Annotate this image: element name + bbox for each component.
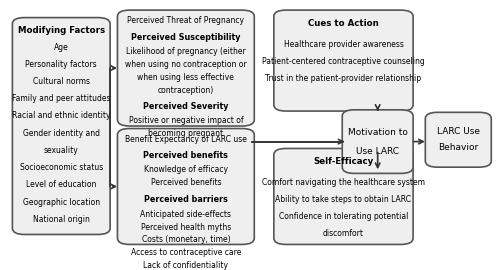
Text: discomfort: discomfort xyxy=(323,229,364,238)
Text: Gender identity and: Gender identity and xyxy=(23,129,100,138)
Text: Cues to Action: Cues to Action xyxy=(308,19,379,28)
Text: Perceived health myths: Perceived health myths xyxy=(140,222,231,231)
Text: Personality factors: Personality factors xyxy=(26,60,97,69)
Text: Positive or negative impact of: Positive or negative impact of xyxy=(128,116,243,125)
Text: Anticipated side-effects: Anticipated side-effects xyxy=(140,210,232,218)
Text: Patient-centered contraceptive counseling: Patient-centered contraceptive counselin… xyxy=(262,57,425,66)
Text: Use LARC: Use LARC xyxy=(356,147,399,156)
Text: Motivation to: Motivation to xyxy=(348,128,408,137)
FancyBboxPatch shape xyxy=(274,148,413,244)
FancyBboxPatch shape xyxy=(274,10,413,111)
Text: Benefit Expectancy of LARC use: Benefit Expectancy of LARC use xyxy=(125,135,247,144)
Text: when using less effective: when using less effective xyxy=(138,73,234,82)
Text: Self-Efficacy: Self-Efficacy xyxy=(314,157,374,166)
Text: Knowledge of efficacy: Knowledge of efficacy xyxy=(144,166,228,174)
Text: Likelihood of pregnancy (either: Likelihood of pregnancy (either xyxy=(126,47,246,56)
FancyBboxPatch shape xyxy=(118,129,254,244)
Text: Perceived barriers: Perceived barriers xyxy=(144,195,228,204)
Text: Geographic location: Geographic location xyxy=(22,198,100,207)
FancyBboxPatch shape xyxy=(118,10,254,126)
Text: Lack of confidentiality: Lack of confidentiality xyxy=(144,261,228,270)
Text: Age: Age xyxy=(54,42,68,52)
Text: Family and peer attitudes: Family and peer attitudes xyxy=(12,94,110,103)
Text: Comfort navigating the healthcare system: Comfort navigating the healthcare system xyxy=(262,178,425,187)
Text: contraception): contraception) xyxy=(158,86,214,95)
Text: Perceived benefits: Perceived benefits xyxy=(150,178,221,187)
FancyBboxPatch shape xyxy=(426,112,492,167)
Text: Perceived Severity: Perceived Severity xyxy=(143,102,228,111)
Text: sexuality: sexuality xyxy=(44,146,78,155)
Text: Racial and ethnic identity: Racial and ethnic identity xyxy=(12,112,110,120)
Text: Access to contraceptive care: Access to contraceptive care xyxy=(130,248,241,257)
Text: Perceived benefits: Perceived benefits xyxy=(144,151,228,160)
Text: Socioeconomic status: Socioeconomic status xyxy=(20,163,103,172)
Text: National origin: National origin xyxy=(33,215,90,224)
Text: Trust in the patient-provider relationship: Trust in the patient-provider relationsh… xyxy=(266,74,422,83)
Text: Perceived Threat of Pregnancy: Perceived Threat of Pregnancy xyxy=(128,16,244,25)
Text: Behavior: Behavior xyxy=(438,143,478,153)
Text: LARC Use: LARC Use xyxy=(437,127,480,136)
Text: Cultural norms: Cultural norms xyxy=(33,77,90,86)
FancyBboxPatch shape xyxy=(12,18,110,234)
Text: Ability to take steps to obtain LARC: Ability to take steps to obtain LARC xyxy=(276,195,411,204)
FancyBboxPatch shape xyxy=(342,110,413,173)
Text: when using no contraception or: when using no contraception or xyxy=(125,60,246,69)
Text: Perceived Susceptibility: Perceived Susceptibility xyxy=(131,33,240,42)
Text: becoming pregnant: becoming pregnant xyxy=(148,129,224,138)
Text: Modifying Factors: Modifying Factors xyxy=(18,26,105,35)
Text: Level of education: Level of education xyxy=(26,180,96,189)
Text: Healthcare provider awareness: Healthcare provider awareness xyxy=(284,40,404,49)
Text: Confidence in tolerating potential: Confidence in tolerating potential xyxy=(279,212,408,221)
Text: Costs (monetary, time): Costs (monetary, time) xyxy=(142,235,230,244)
